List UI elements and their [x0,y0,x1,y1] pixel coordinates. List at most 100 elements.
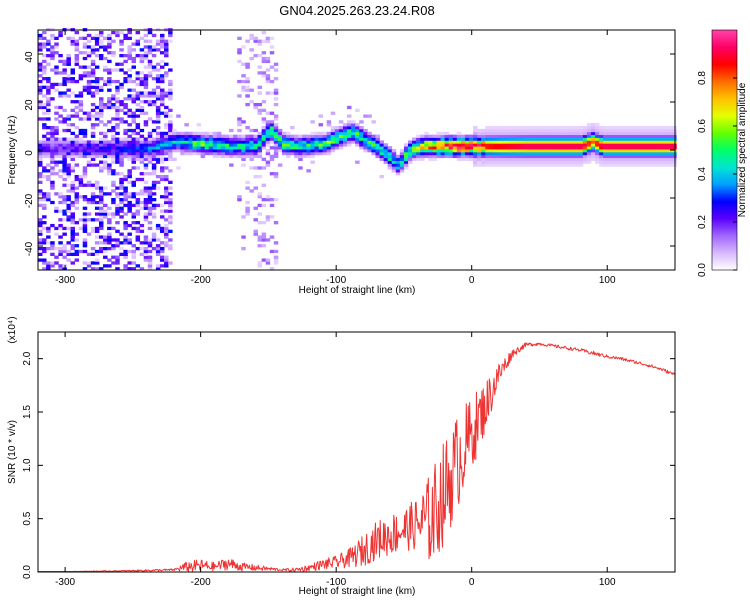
spectrogram-cell [70,149,75,153]
spectrogram-cell [538,160,543,164]
spectrogram-cell [216,134,222,138]
spectrogram-cell [546,131,551,136]
spectrogram-cell [127,134,132,138]
spectrogram-cell [46,267,51,271]
spectrogram-cell [334,143,340,147]
spectrogram-cell [78,143,84,147]
spectrogram-y-tick-label: 40 [24,51,35,63]
spectrogram-cell [200,134,206,138]
spectrogram-cell [578,140,584,144]
spectrogram-cell [111,180,116,184]
spectrogram-cell [155,160,161,164]
spectrogram-cell [529,146,535,150]
spectrogram-cell [38,91,43,95]
spectrogram-cell [261,235,267,239]
colorbar-tick-label: 0.2 [697,215,708,229]
spectrogram-cell [90,62,96,66]
spectrogram-cell [261,131,267,136]
spectrogram-cell [168,261,173,265]
spectrogram-cell [70,221,75,225]
spectrogram-cell [359,137,364,141]
spectrogram-cell [265,160,271,164]
spectrogram-cell [135,137,141,141]
spectrogram-cell [306,143,311,147]
spectrogram-cell [395,166,401,170]
spectrogram-cell [277,128,283,133]
spectrogram-cell [159,229,165,233]
spectrogram-cell [151,65,157,69]
spectrogram-cell [50,169,55,173]
spectrogram-cell [656,128,661,133]
spectrogram-cell [82,74,88,78]
spectrogram-cell [570,146,576,150]
spectrogram-cell [265,59,271,64]
spectrogram-cell [509,137,515,141]
spectrogram-cell [168,203,173,208]
spectrogram-cell [46,131,51,136]
spectrogram-cell [237,128,242,133]
spectrogram-cell [115,79,120,84]
spectrogram-cell [103,68,108,72]
spectrogram-cell [147,48,153,52]
spectrogram-cell [432,149,437,153]
spectrogram-cell [70,252,75,256]
spectrogram-cell [501,154,506,159]
spectrogram-cell [647,128,653,133]
spectrogram-cell [196,131,202,136]
spectrogram-cell [257,195,263,199]
spectrogram-cell [485,134,490,138]
spectrogram-cell [98,151,104,156]
spectrogram-cell [82,174,88,179]
spectrogram-cell [147,241,153,245]
spectrogram-cell [139,59,145,64]
spectrogram-cell [566,140,572,144]
spectrogram-cell [131,56,136,61]
spectrogram-cell [383,160,389,164]
spectrogram-cell [529,143,535,147]
spectrogram-cell [481,137,486,141]
spectrogram-cell [529,131,535,136]
spectrogram-cell [664,128,669,133]
spectrogram-cell [241,215,246,219]
spectrogram-cell [46,77,51,81]
spectrogram-cell [66,218,71,222]
spectrogram-cell [98,77,104,81]
spectrogram-cell [155,186,161,190]
spectrogram-cell [338,143,344,147]
spectrogram-cell [607,126,612,130]
spectrogram-cell [619,128,624,133]
spectrogram-cell [135,264,141,268]
spectrogram-cell [94,65,100,69]
spectrogram-cell [135,102,141,107]
spectrogram-cell [90,252,96,256]
spectrogram-cell [147,62,153,66]
spectrogram-cell [456,154,462,159]
spectrogram-cell [253,186,258,190]
spectrogram-cell [135,42,141,46]
spectrogram-cell [265,258,271,262]
spectrogram-cell [314,151,319,156]
spectrogram-cell [94,39,100,43]
spectrogram-cell [391,166,397,170]
snr-x-tick-label: -100 [326,577,346,588]
spectrogram-cell [229,137,234,141]
spectrogram-cell [155,151,161,156]
spectrogram-cell [143,39,149,43]
spectrogram-cell [375,149,380,153]
spectrogram-cell [139,192,145,196]
spectrogram-cell [78,195,84,199]
spectrogram-cell [391,157,397,161]
spectrogram-cell [155,77,161,81]
spectrogram-cell [615,151,620,156]
spectrogram-cell [127,54,132,58]
spectrogram-cell [647,146,653,150]
spectrogram-cell [159,45,165,49]
spectrogram-cell [168,218,173,222]
spectrogram-cell [660,149,665,153]
spectrogram-cell [639,163,645,167]
spectrogram-cell [245,180,250,184]
spectrogram-cell [464,151,470,156]
spectrogram-cell [188,134,193,138]
spectrogram-cell [237,154,242,159]
spectrogram-cell [90,91,96,95]
